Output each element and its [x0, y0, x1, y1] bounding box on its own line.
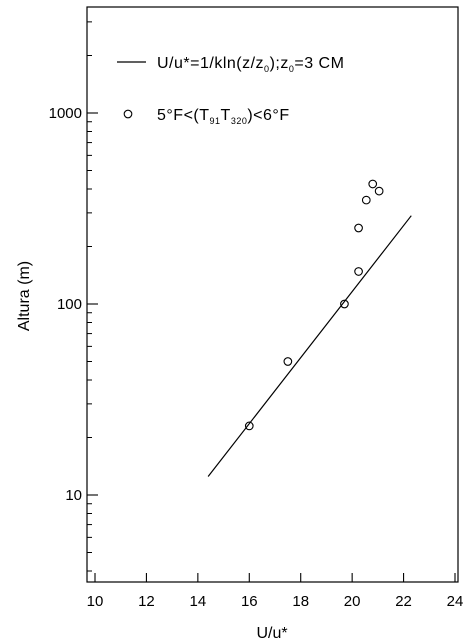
- data-point-1: [244, 421, 254, 431]
- x-axis-ticks: 10 12 14 16 18 20 22 24: [87, 573, 464, 610]
- series-line-log-profile: [207, 215, 412, 477]
- y-tick-label-10: 10: [65, 487, 82, 504]
- data-point-3: [340, 299, 349, 309]
- series-layer: [207, 179, 412, 477]
- data-point-7: [368, 179, 378, 189]
- x-tick-label-24: 24: [447, 593, 464, 610]
- legend: U/u*=1/kln(z/z0);z0=3 CM 5°F<(T91T320)<6…: [117, 55, 344, 126]
- legend-scatter-sub1: 91: [210, 116, 221, 126]
- legend-line-text-mid: );z: [270, 55, 289, 72]
- x-tick-label-14: 14: [190, 593, 207, 610]
- data-point-4: [354, 267, 363, 276]
- legend-line-label: U/u*=1/kln(z/z0);z0=3 CM: [157, 55, 344, 74]
- y-axis-ticks: 10 100 1000: [49, 21, 98, 572]
- x-tick-label-18: 18: [292, 593, 309, 610]
- x-axis-label: U/u*: [256, 625, 287, 642]
- legend-line-sub1: 0: [264, 64, 270, 74]
- legend-scatter-text-b: T: [221, 107, 231, 124]
- legend-line-text-end: =3 CM: [294, 55, 344, 72]
- data-point-5: [354, 223, 363, 233]
- legend-scatter-text-c: )<6°F: [247, 107, 289, 124]
- x-tick-label-22: 22: [395, 593, 412, 610]
- y-tick-label-1000: 1000: [49, 105, 82, 122]
- data-point-8: [374, 186, 384, 196]
- legend-scatter-sub2: 320: [231, 116, 248, 126]
- data-point-6: [361, 195, 371, 205]
- x-tick-label-20: 20: [344, 593, 361, 610]
- legend-scatter-swatch: [123, 109, 133, 119]
- data-point-2: [283, 357, 293, 366]
- x-tick-label-10: 10: [87, 593, 104, 610]
- legend-line-sub2: 0: [289, 64, 295, 74]
- y-axis-label: Altura (m): [16, 261, 33, 331]
- legend-line-text-main: U/u*=1/kln(z/z: [157, 55, 264, 72]
- legend-scatter-label: 5°F<(T91T320)<6°F: [157, 107, 290, 126]
- plot-frame: [86, 6, 459, 583]
- x-tick-label-12: 12: [138, 593, 155, 610]
- y-tick-label-100: 100: [57, 296, 82, 313]
- x-tick-label-16: 16: [241, 593, 258, 610]
- legend-scatter-text-a: 5°F<(T: [157, 107, 210, 124]
